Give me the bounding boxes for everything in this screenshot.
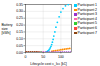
html-text:Participant 6: Participant 6 bbox=[77, 26, 98, 30]
svg-text:0.35: 0.35 bbox=[16, 3, 23, 7]
svg-text:100: 100 bbox=[58, 54, 64, 58]
svg-text:0.30: 0.30 bbox=[16, 9, 23, 13]
html-text:Participant 7: Participant 7 bbox=[77, 30, 98, 35]
svg-text:0.10: 0.10 bbox=[16, 37, 23, 41]
html-text:Participant 2: Participant 2 bbox=[77, 7, 98, 12]
svg-text:Lifecycle cost c_lcc [k€]: Lifecycle cost c_lcc [k€] bbox=[30, 62, 67, 66]
svg-text:0.00: 0.00 bbox=[16, 51, 23, 55]
svg-text:0.20: 0.20 bbox=[16, 23, 23, 27]
html-text:Participant 1: Participant 1 bbox=[77, 3, 98, 7]
svg-text:50: 50 bbox=[41, 54, 45, 58]
svg-text:Batterysize[kWh]: Batterysize[kWh] bbox=[2, 23, 13, 35]
svg-text:0.05: 0.05 bbox=[16, 44, 23, 48]
svg-text:0: 0 bbox=[25, 54, 27, 58]
html-text:Participant 5: Participant 5 bbox=[77, 21, 98, 26]
svg-text:0.15: 0.15 bbox=[16, 30, 23, 34]
svg-text:0.25: 0.25 bbox=[16, 16, 23, 20]
html-text:Participant 3: Participant 3 bbox=[77, 12, 98, 17]
html-text:Participant 4: Participant 4 bbox=[77, 16, 98, 21]
